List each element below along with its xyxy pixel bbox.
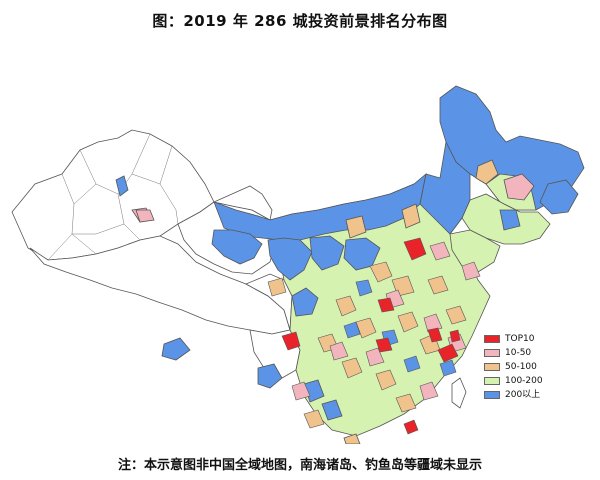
china-map [11, 85, 585, 444]
liaoning-region [449, 229, 501, 273]
xj-blue-2 [161, 337, 191, 361]
im-east [419, 140, 471, 235]
ne-blue-east [539, 179, 579, 215]
im-orange-1 [345, 215, 367, 239]
legend-swatch-200-plus [484, 391, 500, 399]
map-note: 注：本示意图非中国全域地图，南海诸岛、钓鱼岛等疆域未显示 [117, 458, 482, 473]
xinjiang-cities [115, 175, 191, 361]
im-orange-2 [401, 203, 421, 229]
hainan-island [343, 433, 361, 444]
gansu-inner-region [212, 185, 273, 221]
taiwan-island [451, 377, 467, 409]
map-title: 图：2019 年 286 城投资前景排名分布图 [152, 12, 448, 30]
unranked-regions [11, 129, 301, 379]
legend-swatch-10-50 [484, 349, 500, 357]
inner-mongolia-region [131, 140, 471, 241]
legend-label-10-50: 10-50 [505, 347, 532, 358]
legend-label-100-200: 100-200 [505, 375, 543, 386]
city-patches [267, 237, 481, 435]
jilin-pink [503, 173, 535, 201]
xinjiang-region [11, 129, 215, 261]
northeast-region [439, 85, 585, 273]
legend-swatch-top10 [484, 335, 500, 343]
xinjiang-subdivisions [47, 133, 179, 261]
legend-label-50-100: 50-100 [505, 361, 537, 372]
legend-item-200-plus: 200以上 [484, 388, 556, 402]
xj-blue-1 [115, 175, 129, 197]
legend-swatch-100-200 [484, 377, 500, 385]
legend-item-10-50: 10-50 [484, 346, 556, 360]
ne-orange [475, 159, 499, 185]
legend-item-top10: TOP10 [484, 332, 556, 346]
legend-item-100-200: 100-200 [484, 374, 556, 388]
map-legend: TOP10 10-50 50-100 100-200 200以上 [484, 332, 556, 402]
legend-label-200-plus: 200以上 [505, 389, 541, 400]
ne-blue-mid [499, 209, 521, 231]
legend-label-top10: TOP10 [505, 333, 535, 344]
xj-pink-1 [135, 209, 155, 223]
northwest-blue [211, 229, 381, 421]
legend-item-50-100: 50-100 [484, 360, 556, 374]
legend-swatch-50-100 [484, 363, 500, 371]
